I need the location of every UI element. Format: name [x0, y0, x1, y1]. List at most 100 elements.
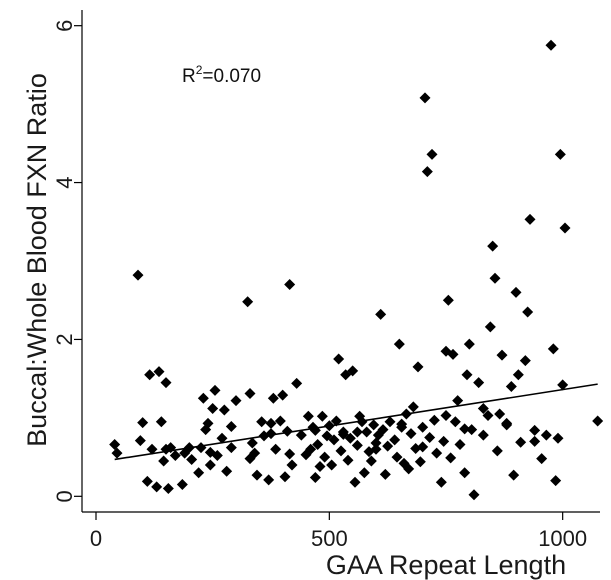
data-point	[515, 436, 527, 448]
data-point	[389, 434, 401, 446]
data-point	[491, 445, 503, 457]
trendline-layer	[114, 383, 598, 461]
data-point	[109, 439, 121, 451]
data-point	[461, 369, 473, 381]
data-point	[365, 455, 377, 467]
data-point	[225, 442, 237, 454]
data-point	[484, 321, 496, 333]
data-point	[393, 338, 405, 350]
data-point	[265, 417, 277, 429]
data-point	[246, 437, 258, 449]
data-point	[375, 308, 387, 320]
data-point	[284, 448, 296, 460]
data-point	[242, 296, 254, 308]
data-point	[370, 443, 382, 455]
data-point	[312, 439, 324, 451]
data-point	[351, 426, 363, 438]
data-point	[251, 469, 263, 481]
data-point	[431, 447, 443, 459]
data-point	[195, 442, 207, 454]
data-point	[267, 392, 279, 404]
data-point	[316, 410, 328, 422]
data-point	[482, 410, 494, 422]
data-point	[487, 240, 499, 252]
data-point	[225, 421, 237, 433]
data-point	[445, 452, 457, 464]
r-squared-sup: 2	[196, 63, 203, 77]
data-point	[202, 417, 214, 429]
data-point	[169, 450, 181, 462]
data-point	[477, 402, 489, 414]
data-point	[547, 343, 559, 355]
data-point	[256, 416, 268, 428]
data-point	[424, 431, 436, 443]
y-tick-label: 4	[52, 176, 77, 188]
data-point	[155, 416, 167, 428]
x-tick-label: 0	[90, 526, 102, 551]
data-point	[508, 469, 520, 481]
data-point	[286, 459, 298, 471]
data-point	[204, 459, 216, 471]
data-point	[421, 166, 433, 178]
data-point	[349, 476, 361, 488]
data-point	[218, 404, 230, 416]
data-point	[263, 474, 275, 486]
data-point	[496, 349, 508, 361]
data-point	[477, 429, 489, 441]
data-point	[473, 377, 485, 389]
data-point	[545, 39, 557, 51]
data-point	[377, 424, 389, 436]
data-point	[529, 435, 541, 447]
data-point	[554, 148, 566, 160]
data-point	[111, 447, 123, 459]
data-point	[351, 439, 363, 451]
y-axis-title: Buccal:Whole Blood FXN Ratio	[22, 73, 52, 447]
data-point	[466, 424, 478, 436]
data-point	[146, 443, 158, 455]
data-point	[454, 439, 466, 451]
data-point	[333, 353, 345, 365]
data-point	[216, 432, 228, 444]
data-point	[552, 432, 564, 444]
data-point	[326, 459, 338, 471]
data-point	[291, 377, 303, 389]
data-point	[368, 419, 380, 431]
data-point	[158, 455, 170, 467]
data-point	[305, 443, 317, 455]
data-point	[536, 453, 548, 465]
data-point	[524, 213, 536, 225]
data-point	[186, 453, 198, 465]
data-point	[204, 446, 216, 458]
data-point	[403, 463, 415, 475]
data-point	[151, 481, 163, 493]
data-point	[435, 476, 447, 488]
data-point	[414, 456, 426, 468]
data-point	[391, 451, 403, 463]
data-point	[279, 471, 291, 483]
data-point	[442, 294, 454, 306]
x-tick-label: 1000	[538, 526, 587, 551]
data-point	[274, 415, 286, 427]
data-point	[137, 417, 149, 429]
r-squared-value: =0.070	[202, 66, 261, 87]
data-point	[160, 377, 172, 389]
data-point	[209, 384, 221, 396]
data-point	[449, 416, 461, 428]
data-point	[361, 426, 373, 438]
data-point	[412, 361, 424, 373]
data-point	[221, 465, 233, 477]
data-point	[522, 306, 534, 318]
data-point	[358, 467, 370, 479]
data-point	[314, 461, 326, 473]
data-point	[342, 454, 354, 466]
r-squared-annotation: R2=0.070	[182, 63, 261, 87]
data-point	[468, 489, 480, 501]
data-point	[384, 416, 396, 428]
data-point	[284, 279, 296, 291]
data-point	[277, 389, 289, 401]
data-point	[426, 148, 438, 160]
data-point	[309, 471, 321, 483]
data-point	[207, 402, 219, 414]
axes: 0 500 1000 0 2 4 6	[52, 10, 600, 551]
